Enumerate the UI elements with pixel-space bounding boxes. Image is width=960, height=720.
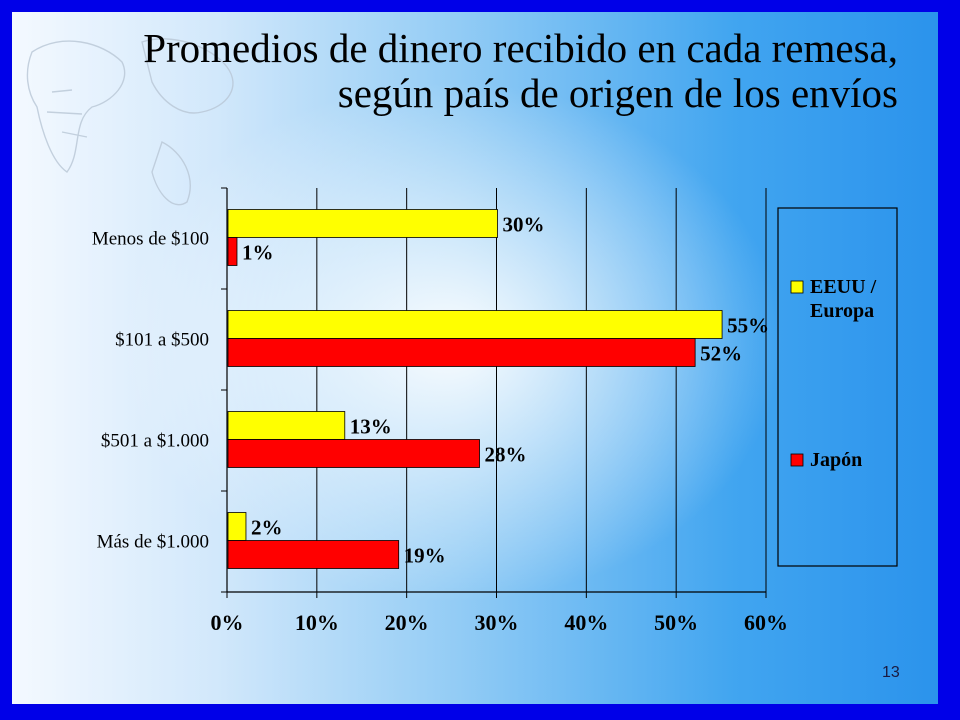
- legend: EEUU /Europa Japón: [777, 207, 898, 567]
- bar: [227, 310, 723, 339]
- x-tick-label: 40%: [564, 610, 608, 635]
- category-label: Menos de $100: [92, 229, 209, 250]
- category-label: Más de $1.000: [97, 532, 209, 553]
- bar: [227, 439, 480, 468]
- bar: [227, 540, 400, 569]
- x-tick-label: 0%: [211, 610, 244, 635]
- legend-box: [777, 207, 898, 567]
- legend-label: Europa: [810, 300, 874, 322]
- data-label: 19%: [404, 544, 446, 568]
- legend-label: EEUU /: [810, 276, 877, 298]
- category-label: $101 a $500: [115, 330, 209, 351]
- bar: [227, 411, 346, 440]
- labels: 0% 10% 20% 30% 40% 50% 60% Menos de $100 30% 1% $1…: [92, 213, 788, 636]
- bar: [227, 209, 498, 238]
- legend-label: Japón: [810, 449, 862, 471]
- data-label: 13%: [350, 415, 392, 439]
- x-tick-label: 10%: [295, 610, 339, 635]
- legend-swatch: [790, 280, 804, 294]
- axes: [221, 187, 767, 598]
- x-tick-label: 60%: [744, 610, 788, 635]
- data-label: 30%: [503, 213, 545, 237]
- data-label: 28%: [485, 443, 527, 467]
- data-label: 52%: [700, 342, 742, 366]
- data-label: 55%: [727, 314, 769, 338]
- bar: [227, 512, 247, 541]
- slide-title: Promedios de dinero recibido en cada rem…: [143, 25, 898, 116]
- x-tick-label: 30%: [475, 610, 519, 635]
- legend-swatch: [790, 453, 804, 467]
- bars: [227, 209, 723, 569]
- data-label: 1%: [242, 241, 274, 265]
- bar: [227, 338, 696, 367]
- page-number: 13: [882, 664, 900, 681]
- category-label: $501 a $1.000: [101, 431, 209, 452]
- slide-background: Promedios de dinero recibido en cada rem…: [12, 12, 938, 704]
- x-tick-label: 50%: [654, 610, 698, 635]
- x-tick-label: 20%: [385, 610, 429, 635]
- bar-chart: 0% 10% 20% 30% 40% 50% 60% Menos de $100 30% 1% $1…: [92, 187, 898, 636]
- bar: [227, 237, 238, 266]
- gridlines: [316, 188, 767, 592]
- world-map-watermark: [26, 38, 234, 206]
- data-label: 2%: [251, 516, 283, 540]
